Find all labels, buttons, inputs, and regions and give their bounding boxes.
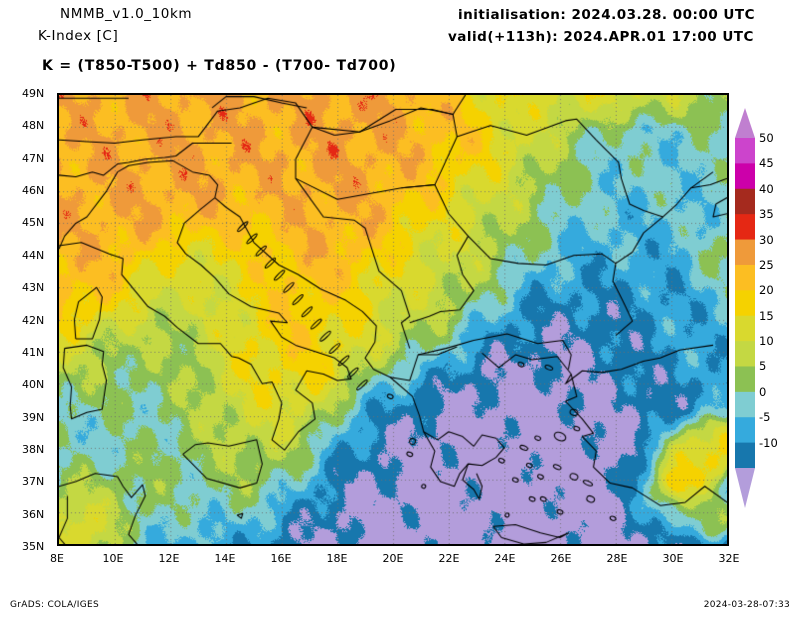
colorbar-band	[735, 264, 755, 291]
colorbar-tick-label: 40	[759, 181, 774, 196]
colorbar-band	[735, 239, 755, 266]
colorbar-tick-label: 25	[759, 257, 774, 272]
colorbar-band	[735, 315, 755, 342]
lat-tick-label: 46N	[22, 184, 45, 198]
lat-tick-label: 45N	[22, 216, 45, 230]
initialisation-label: initialisation: 2024.03.28. 00:00 UTC	[458, 7, 756, 23]
colorbar-tick-label: 30	[759, 232, 774, 247]
lon-tick-label: 8E	[50, 552, 64, 565]
colorbar-band	[735, 290, 755, 317]
lon-tick-label: 26E	[550, 552, 572, 565]
colorbar-band	[735, 188, 755, 215]
lon-tick-label: 18E	[326, 552, 348, 565]
colorbar-band	[735, 341, 755, 368]
lon-tick-label: 12E	[158, 552, 180, 565]
lon-tick-label: 32E	[718, 552, 740, 565]
field-name-label: K-Index [C]	[38, 28, 119, 44]
colorbar-tick-label: 0	[759, 384, 767, 399]
formula-label: K = (T850-T500) + Td850 - (T700- Td700)	[42, 58, 397, 74]
colorbar-band	[735, 214, 755, 241]
colorbar-extend-top	[735, 108, 755, 138]
colorbar-tick-label: 45	[759, 156, 774, 171]
lon-tick-label: 16E	[270, 552, 292, 565]
colorbar-band	[735, 417, 755, 444]
colorbar-tick-label: 50	[759, 131, 774, 145]
kindex-heatmap-canvas	[59, 95, 727, 544]
colorbar-band	[735, 442, 755, 469]
footer-credit: GrADS: COLA/IGES	[10, 600, 99, 610]
lon-tick-label: 14E	[214, 552, 236, 565]
lat-tick-label: 39N	[22, 410, 45, 424]
lon-tick-label: 24E	[494, 552, 516, 565]
colorbar-tick-label: 20	[759, 283, 774, 298]
lon-tick-label: 10E	[102, 552, 124, 565]
colorbar-band	[735, 138, 755, 164]
lat-tick-label: 40N	[22, 378, 45, 392]
colorbar-tick-label: -5	[759, 410, 771, 425]
colorbar-band	[735, 366, 755, 393]
lat-tick-label: 38N	[22, 442, 45, 456]
lat-tick-label: 36N	[22, 507, 45, 521]
colorbar-tick-label: -10	[759, 435, 778, 450]
colorbar-band	[735, 163, 755, 190]
lon-tick-label: 30E	[662, 552, 684, 565]
lat-tick-label: 44N	[22, 248, 45, 262]
colorbar-swatches	[735, 108, 755, 508]
lon-tick-label: 20E	[382, 552, 404, 565]
lat-tick-label: 43N	[22, 281, 45, 295]
lat-tick-label: 48N	[22, 119, 45, 133]
colorbar	[735, 108, 755, 508]
valid-time-label: valid(+113h): 2024.APR.01 17:00 UTC	[448, 29, 754, 45]
lon-tick-label: 22E	[438, 552, 460, 565]
lat-tick-label: 47N	[22, 151, 45, 165]
lon-tick-label: 28E	[606, 552, 628, 565]
lat-tick-label: 37N	[22, 475, 45, 489]
colorbar-band	[735, 391, 755, 418]
model-name-label: NMMB_v1.0_10km	[60, 6, 193, 22]
footer-timestamp: 2024-03-28-07:33	[703, 600, 790, 610]
colorbar-tick-label: 5	[759, 359, 767, 374]
colorbar-tick-label: 35	[759, 207, 774, 222]
lat-tick-label: 42N	[22, 313, 45, 327]
lat-tick-label: 41N	[22, 345, 45, 359]
colorbar-tick-label: 15	[759, 308, 774, 323]
lat-tick-label: 35N	[22, 540, 45, 553]
colorbar-extend-bottom	[735, 468, 755, 508]
lat-tick-label: 49N	[22, 87, 45, 100]
map-plot-area	[57, 93, 729, 546]
colorbar-tick-label: 10	[759, 334, 774, 349]
